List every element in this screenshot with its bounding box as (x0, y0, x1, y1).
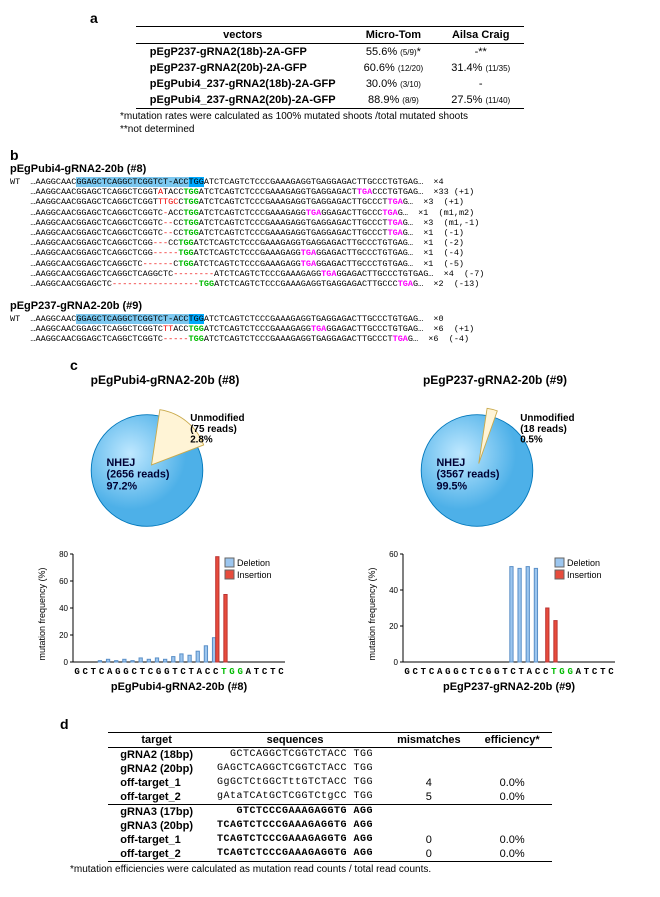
seq-block1-title: pEgPubi4-gRNA2-20b (#8) (10, 163, 650, 175)
table-a-cell: 88.9% (8/9) (350, 92, 438, 109)
table-d-cell: GgGCTCtGGCTttGTCTACC TGG (205, 776, 385, 790)
table-d-cell: gRNA2 (18bp) (108, 747, 205, 762)
table-a-cell: -** (437, 44, 524, 61)
table-d-cell (385, 762, 473, 776)
svg-text:Unmodified(18 reads)0.5%: Unmodified(18 reads)0.5% (520, 413, 574, 446)
table-d-cell: 0.0% (473, 847, 552, 862)
table-a-cell: 55.6% (5/9)* (350, 44, 438, 61)
table-a-cell: 31.4% (11/35) (437, 60, 524, 76)
table-d-cell: TCAGTCTCCCGAAAGAGGTG AGG (205, 833, 385, 847)
table-d-cell: GCTCAGGCTCGGTCTACC TGG (205, 747, 385, 762)
table-a-header: Micro-Tom (350, 27, 438, 44)
table-d-cell (473, 804, 552, 819)
svg-text:40: 40 (389, 586, 398, 595)
table-d-header: sequences (205, 732, 385, 747)
table-d-cell: off-target_1 (108, 833, 205, 847)
table-d: targetsequencesmismatchesefficiency* gRN… (108, 732, 551, 862)
table-a-cell: pEgP237-gRNA2(20b)-2A-GFP (136, 60, 350, 76)
table-d-cell: 0 (385, 847, 473, 862)
table-d-cell: gRNA3 (17bp) (108, 804, 205, 819)
table-a-cell: 30.0% (3/10) (350, 76, 438, 92)
svg-text:Deletion: Deletion (237, 558, 270, 568)
table-d-cell: TCAGTCTCCCGAAAGAGGTG AGG (205, 819, 385, 833)
table-d-cell: GTCTCCCGAAAGAGGTG AGG (205, 804, 385, 819)
svg-text:GCTCAGGCTCGGTCTACCTGGATCTC: GCTCAGGCTCGGTCTACCTGGATCTC (74, 667, 284, 677)
panel-c-label: c (70, 357, 78, 373)
svg-text:40: 40 (59, 604, 68, 613)
table-d-cell: gRNA3 (20bp) (108, 819, 205, 833)
table-a-cell: - (437, 76, 524, 92)
table-a-cell: 27.5% (11/40) (437, 92, 524, 109)
table-a-cell: pEgP237-gRNA2(18b)-2A-GFP (136, 44, 350, 61)
table-d-cell (385, 804, 473, 819)
svg-text:60: 60 (59, 577, 68, 586)
table-d-cell: 0.0% (473, 790, 552, 805)
table-a-header: Ailsa Craig (437, 27, 524, 44)
table-a-cell: pEgPubi4_237-gRNA2(20b)-2A-GFP (136, 92, 350, 109)
table-d-cell: GAGCTCAGGCTCGGTCTACC TGG (205, 762, 385, 776)
table-d-cell: 0.0% (473, 776, 552, 790)
svg-text:pEgP237-gRNA2-20b (#9): pEgP237-gRNA2-20b (#9) (443, 681, 575, 693)
svg-text:0: 0 (394, 658, 399, 667)
table-d-cell (473, 747, 552, 762)
footnote-d: *mutation efficiencies were calculated a… (70, 864, 650, 875)
svg-text:Unmodified(75 reads)2.8%: Unmodified(75 reads)2.8% (190, 413, 244, 446)
svg-text:Deletion: Deletion (567, 558, 600, 568)
panel-b-label: b (10, 147, 650, 163)
svg-text:pEgPubi4-gRNA2-20b (#8): pEgPubi4-gRNA2-20b (#8) (111, 681, 248, 693)
panel-d-label: d (60, 716, 69, 732)
seq-block1: WT …AAGGCAACGGAGCTCAGGCTCGGTCT-ACCTGGATC… (10, 177, 650, 289)
table-d-cell: 5 (385, 790, 473, 805)
table-d-cell: 4 (385, 776, 473, 790)
svg-text:GCTCAGGCTCGGTCTACCTGGATCTC: GCTCAGGCTCGGTCTACCTGGATCTC (404, 667, 614, 677)
table-d-cell (385, 747, 473, 762)
panel-b: b pEgPubi4-gRNA2-20b (#8) WT …AAGGCAACGG… (10, 147, 650, 345)
svg-text:0: 0 (64, 658, 69, 667)
svg-text:80: 80 (59, 550, 68, 559)
table-d-cell (385, 819, 473, 833)
table-d-cell: gAtaTCAtGCTCGGTCtgCC TGG (205, 790, 385, 805)
svg-text:20: 20 (389, 622, 398, 631)
panel-c: c pEgPubi4-gRNA2-20b (#8) NHEJ(2656 read… (10, 357, 650, 704)
seq-block2: WT …AAGGCAACGGAGCTCAGGCTCGGTCT-ACCTGGATC… (10, 314, 650, 345)
svg-text:Insertion: Insertion (567, 570, 602, 580)
table-d-header: mismatches (385, 732, 473, 747)
panel-a-label: a (90, 10, 98, 26)
bar-left: 0 20 40 60 80 mutation frequency (%) GCTCAGGCT… (35, 544, 295, 704)
table-a-cell: 60.6% (12/20) (350, 60, 438, 76)
pie-left: NHEJ(2656 reads)97.2%Unmodified(75 reads… (75, 391, 255, 541)
table-d-cell: off-target_1 (108, 776, 205, 790)
table-d-cell (473, 819, 552, 833)
pie-right-title: pEgP237-gRNA2-20b (#9) (365, 373, 625, 387)
svg-text:20: 20 (59, 631, 68, 640)
bar-right: 0 20 40 60 mutation frequency (%) GCTCAGGCTCG… (365, 544, 625, 704)
table-d-header: target (108, 732, 205, 747)
pie-left-title: pEgPubi4-gRNA2-20b (#8) (35, 373, 295, 387)
footnote-a2: **not determined (120, 124, 650, 135)
table-d-cell: 0 (385, 833, 473, 847)
footnote-a1: *mutation rates were calculated as 100% … (120, 111, 650, 122)
table-d-cell: 0.0% (473, 833, 552, 847)
table-d-cell: gRNA2 (20bp) (108, 762, 205, 776)
svg-text:Insertion: Insertion (237, 570, 272, 580)
seq-block2-title: pEgP237-gRNA2-20b (#9) (10, 300, 650, 312)
table-a-cell: pEgPubi4_237-gRNA2(18b)-2A-GFP (136, 76, 350, 92)
panel-d: d targetsequencesmismatchesefficiency* g… (10, 716, 650, 875)
table-d-cell: off-target_2 (108, 790, 205, 805)
table-d-cell: TCAGTCTCCCGAAAGAGGTG AGG (205, 847, 385, 862)
table-a-header: vectors (136, 27, 350, 44)
table-d-cell: off-target_2 (108, 847, 205, 862)
table-d-cell (473, 762, 552, 776)
pie-right: NHEJ(3567 reads)99.5%Unmodified(18 reads… (405, 391, 585, 541)
svg-text:60: 60 (389, 550, 398, 559)
panel-a: a vectorsMicro-TomAilsa Craig pEgP237-gR… (10, 10, 650, 135)
table-d-header: efficiency* (473, 732, 552, 747)
svg-text:mutation frequency (%): mutation frequency (%) (37, 567, 47, 660)
svg-text:mutation frequency (%): mutation frequency (%) (367, 567, 377, 660)
table-a: vectorsMicro-TomAilsa Craig pEgP237-gRNA… (136, 26, 524, 109)
